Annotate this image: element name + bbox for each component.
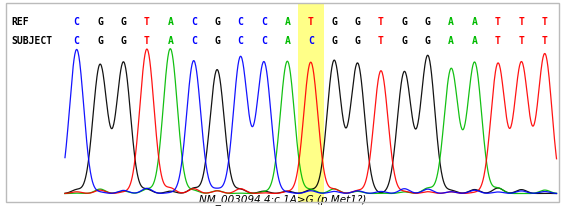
Text: T: T (495, 36, 501, 46)
Text: T: T (542, 17, 547, 27)
Text: C: C (74, 17, 80, 27)
Text: C: C (261, 36, 267, 46)
Text: G: G (214, 36, 220, 46)
Text: G: G (120, 36, 127, 46)
Text: T: T (378, 17, 384, 27)
Text: C: C (308, 36, 314, 46)
Text: A: A (472, 36, 477, 46)
Text: T: T (378, 36, 384, 46)
Text: A: A (448, 36, 454, 46)
Text: G: G (425, 17, 431, 27)
Text: A: A (284, 36, 290, 46)
Text: C: C (191, 17, 197, 27)
Text: A: A (284, 17, 290, 27)
Text: SUBJECT: SUBJECT (11, 36, 53, 46)
Text: REF: REF (11, 17, 29, 27)
Text: G: G (355, 36, 360, 46)
Text: T: T (308, 17, 314, 27)
Text: T: T (144, 17, 150, 27)
Text: G: G (97, 36, 103, 46)
Text: G: G (331, 36, 337, 46)
Text: G: G (214, 17, 220, 27)
Bar (298, 4, 324, 202)
Text: G: G (402, 36, 407, 46)
Text: G: G (97, 17, 103, 27)
Text: A: A (472, 17, 477, 27)
Text: A: A (167, 17, 173, 27)
Text: C: C (191, 36, 197, 46)
Text: C: C (238, 17, 244, 27)
Text: A: A (167, 36, 173, 46)
Text: C: C (74, 36, 80, 46)
Text: T: T (542, 36, 547, 46)
Text: NM_003094.4:c.1A>G (p.Met1?): NM_003094.4:c.1A>G (p.Met1?) (199, 193, 366, 204)
Text: G: G (120, 17, 127, 27)
Text: T: T (495, 17, 501, 27)
Text: T: T (519, 36, 524, 46)
Text: T: T (144, 36, 150, 46)
Text: G: G (331, 17, 337, 27)
Text: G: G (425, 36, 431, 46)
Text: A: A (448, 17, 454, 27)
Text: C: C (238, 36, 244, 46)
Text: G: G (402, 17, 407, 27)
Text: T: T (519, 17, 524, 27)
Text: C: C (261, 17, 267, 27)
Text: G: G (355, 17, 360, 27)
